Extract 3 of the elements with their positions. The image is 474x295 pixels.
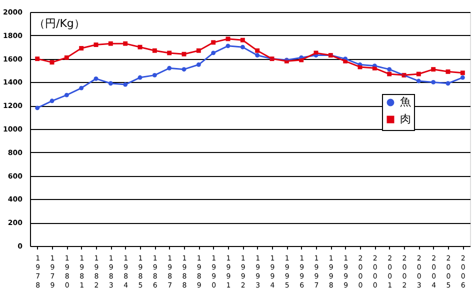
- legend-label: 肉: [400, 112, 411, 126]
- legend-label: 魚: [400, 96, 411, 108]
- y-axis-title: （円/Kg）: [34, 17, 85, 30]
